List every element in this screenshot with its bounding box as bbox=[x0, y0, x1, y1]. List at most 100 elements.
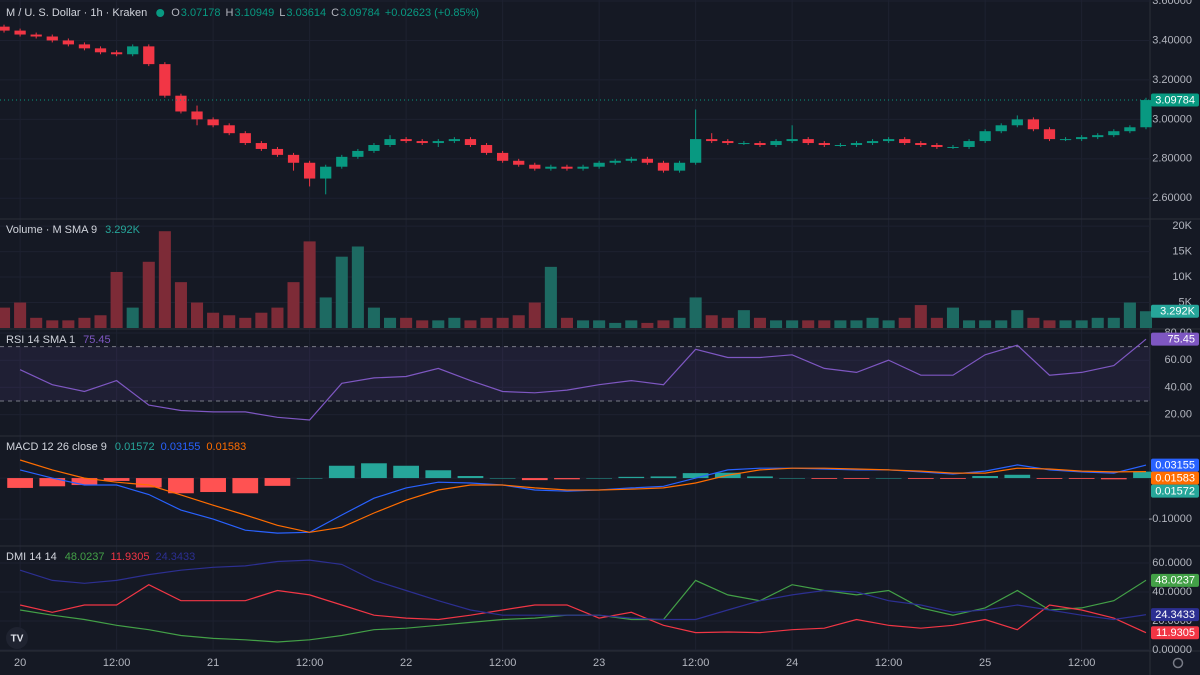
volume-bar bbox=[126, 307, 139, 328]
pane-title: DMI 14 14 bbox=[6, 551, 57, 563]
candle-body bbox=[143, 46, 155, 65]
volume-bar bbox=[110, 271, 123, 328]
candle-body bbox=[480, 145, 493, 153]
histogram-bar bbox=[618, 476, 645, 479]
last-value-label: 24.3433 bbox=[1155, 609, 1195, 621]
histogram-bar bbox=[875, 478, 902, 479]
y-tick-label: 40.0000 bbox=[1152, 586, 1192, 598]
candle-body bbox=[239, 133, 251, 144]
candle-body bbox=[78, 44, 91, 49]
volume-bar bbox=[94, 315, 107, 328]
x-tick-label: 23 bbox=[593, 657, 605, 669]
candle-body bbox=[786, 139, 798, 142]
histogram-bar bbox=[264, 478, 291, 486]
last-value-label: 0.01583 bbox=[1155, 473, 1195, 485]
candle-body bbox=[818, 143, 830, 146]
logo[interactable] bbox=[6, 627, 28, 649]
candle-body bbox=[979, 131, 991, 142]
candle-body bbox=[368, 145, 380, 151]
histogram-bar bbox=[103, 478, 130, 481]
candle-body bbox=[464, 139, 477, 146]
y-tick-label: 0.00000 bbox=[1152, 644, 1192, 656]
candle-body bbox=[352, 150, 364, 157]
candle-body bbox=[593, 162, 605, 167]
candle-body bbox=[127, 46, 139, 55]
legend-value: 3.09784 bbox=[340, 7, 380, 19]
candle-body bbox=[30, 34, 42, 37]
volume-bar bbox=[963, 320, 976, 328]
histogram-bar bbox=[747, 476, 773, 479]
candle-body bbox=[1108, 131, 1120, 136]
volume-bar bbox=[898, 317, 911, 328]
x-tick-label: 12:00 bbox=[875, 657, 903, 669]
volume-bar bbox=[174, 282, 187, 328]
volume-bar bbox=[882, 320, 895, 328]
volume-bar bbox=[834, 320, 847, 328]
volume-bar bbox=[448, 317, 461, 328]
volume-bar bbox=[142, 261, 155, 328]
y-tick-label: 2.80000 bbox=[1152, 153, 1192, 165]
volume-bar bbox=[593, 320, 606, 328]
volume-bar bbox=[480, 317, 493, 328]
x-tick-label: 22 bbox=[400, 657, 412, 669]
y-tick-label: 20K bbox=[1172, 220, 1192, 232]
settings-icon[interactable] bbox=[1172, 657, 1184, 669]
legend-label: H bbox=[226, 7, 234, 19]
candle-body bbox=[1011, 119, 1023, 126]
legend-label: O bbox=[171, 7, 180, 19]
volume-bar bbox=[223, 315, 236, 328]
band-fill bbox=[0, 346, 1150, 401]
histogram-bar bbox=[811, 478, 838, 479]
y-tick-label: 3.60000 bbox=[1152, 0, 1192, 7]
candle-body bbox=[577, 166, 589, 169]
volume-bar bbox=[625, 320, 638, 328]
volume-bar bbox=[46, 320, 59, 328]
last-value-label: 0.01572 bbox=[1155, 486, 1195, 498]
last-value-box bbox=[1151, 458, 1199, 472]
volume-bar bbox=[560, 317, 573, 328]
candle-body bbox=[995, 125, 1007, 132]
last-value-label: 48.0237 bbox=[1155, 575, 1195, 587]
histogram-bar bbox=[393, 465, 419, 479]
histogram-bar bbox=[200, 478, 226, 493]
volume-bar bbox=[1059, 320, 1072, 328]
volume-bar bbox=[1027, 317, 1040, 328]
candle-body bbox=[159, 64, 171, 96]
candle-body bbox=[223, 125, 235, 134]
candle-body bbox=[384, 139, 396, 146]
y-tick-label: 10K bbox=[1172, 271, 1192, 283]
candle-body bbox=[883, 139, 895, 142]
last-value-box bbox=[1151, 471, 1199, 485]
candle-body bbox=[641, 158, 654, 163]
volume-bar bbox=[673, 317, 686, 328]
candle-body bbox=[432, 141, 444, 144]
x-tick-label: 21 bbox=[207, 657, 219, 669]
x-tick-label: 25 bbox=[979, 657, 991, 669]
change-label: +0.02623 (+0.85%) bbox=[385, 7, 479, 19]
candle-body bbox=[1140, 100, 1152, 128]
volume-bar bbox=[416, 320, 429, 328]
candle-body bbox=[690, 139, 702, 163]
volume-bar bbox=[271, 307, 284, 328]
candle-body bbox=[1043, 129, 1056, 140]
legend-value: 3.10949 bbox=[235, 7, 275, 19]
legend-value: 3.03614 bbox=[286, 7, 326, 19]
candle-body bbox=[834, 145, 847, 147]
volume-bar bbox=[1043, 320, 1056, 328]
histogram-bar bbox=[489, 478, 516, 479]
y-tick-label: 15K bbox=[1172, 245, 1192, 257]
volume-bar bbox=[432, 320, 445, 328]
candle-body bbox=[1076, 137, 1088, 140]
volume-bar bbox=[609, 322, 622, 328]
candle-body bbox=[94, 48, 107, 53]
volume-bar bbox=[705, 315, 718, 328]
volume-bar bbox=[689, 297, 702, 328]
candle-body bbox=[625, 158, 637, 161]
last-value-box bbox=[1151, 332, 1199, 346]
pane-value: 24.3433 bbox=[155, 551, 195, 563]
histogram-bar bbox=[1036, 478, 1063, 479]
candle-body bbox=[706, 139, 718, 142]
candle-body bbox=[529, 164, 541, 169]
candle-body bbox=[561, 166, 573, 169]
x-tick-label: 12:00 bbox=[489, 657, 517, 669]
